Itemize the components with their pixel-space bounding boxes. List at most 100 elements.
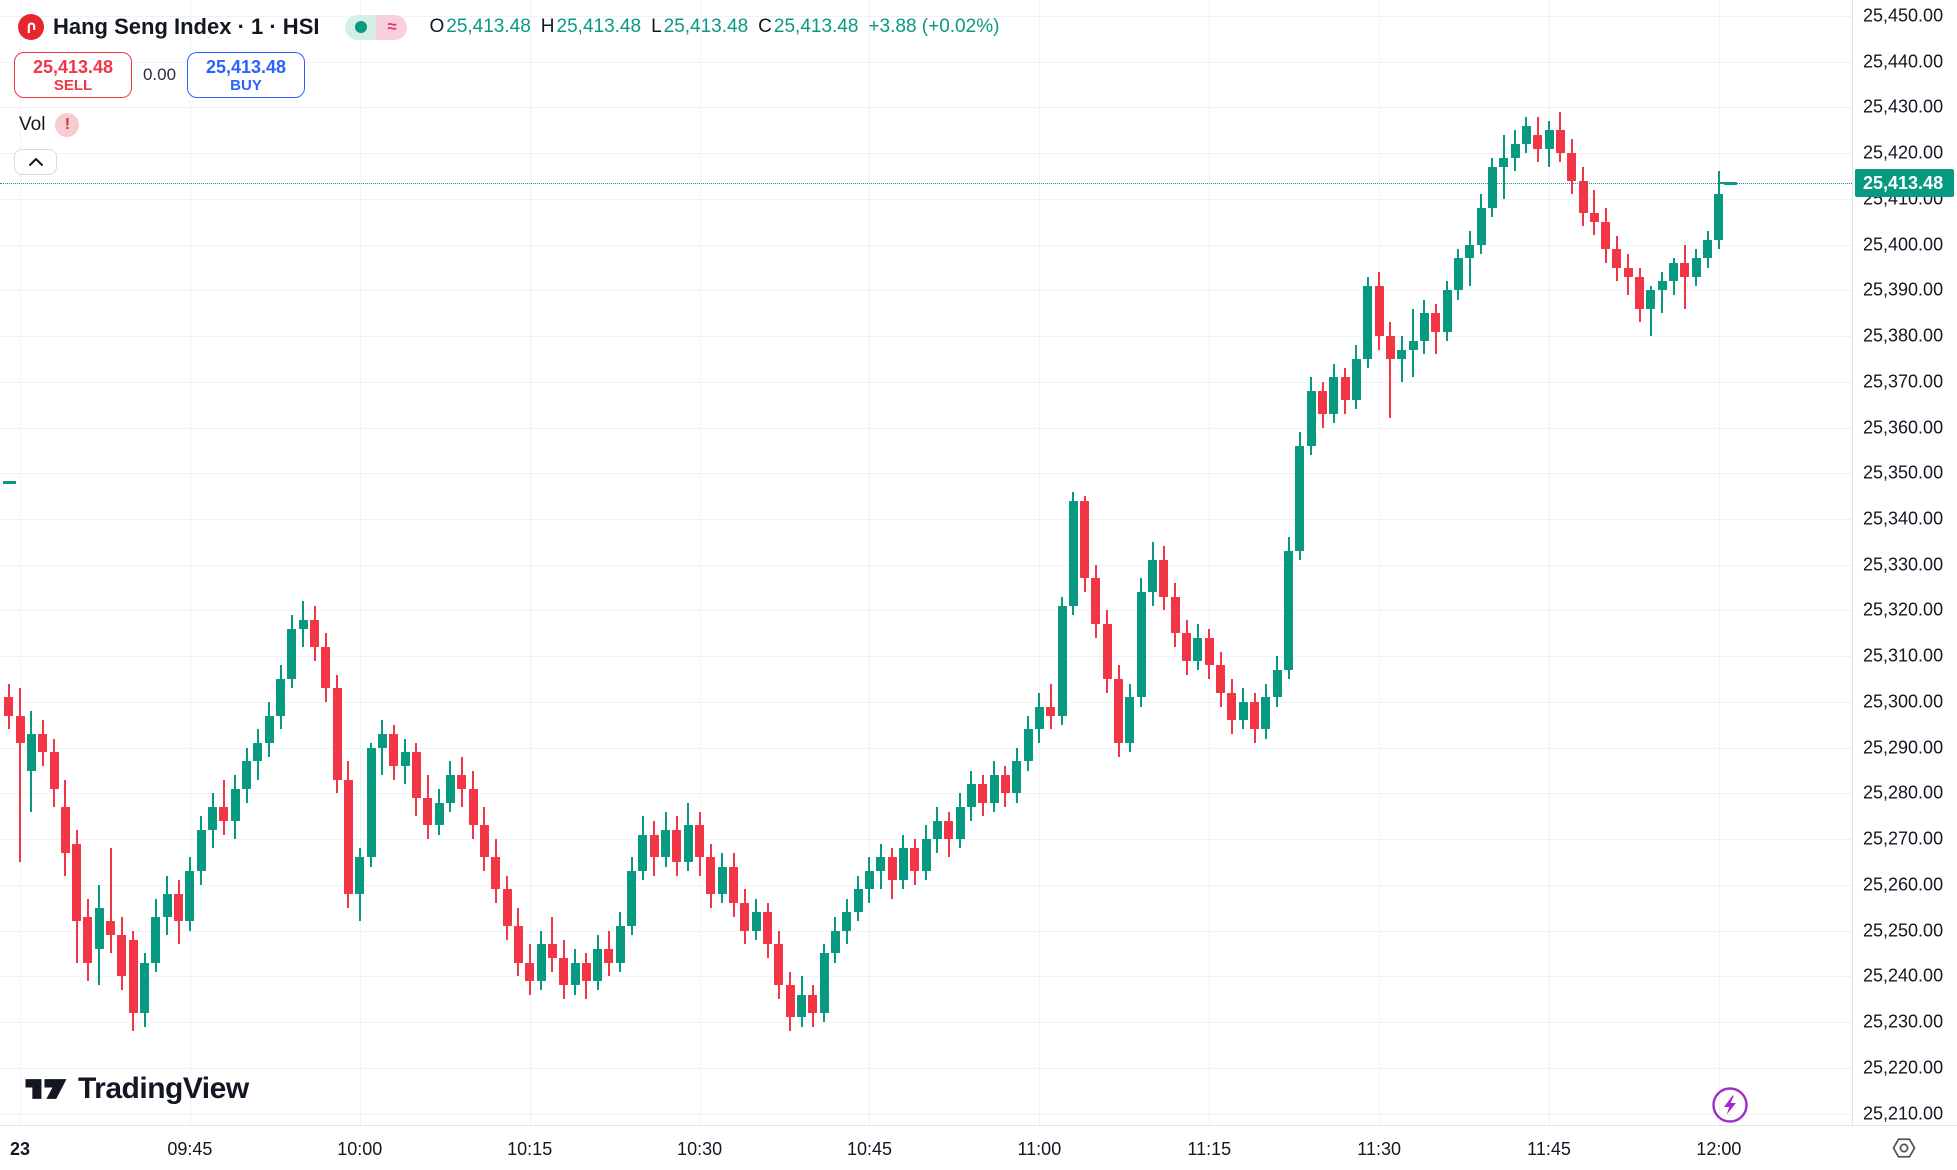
candle-09:32 <box>38 733 48 753</box>
spread-value: 0.00 <box>142 65 177 84</box>
candle-10:25 <box>638 834 648 872</box>
horizontal-gridline <box>0 473 1852 475</box>
candle-11:08 <box>1125 697 1135 744</box>
symbol-title[interactable]: Hang Seng Index · 1 · HSI <box>53 14 320 39</box>
candle-11:19 <box>1250 701 1260 730</box>
candle-10:53 <box>955 807 965 840</box>
left-edge-marker <box>3 480 16 484</box>
candle-10:32 <box>717 866 727 894</box>
price-axis-label: 25,450.00 <box>1863 5 1944 26</box>
candle-11:40 <box>1487 166 1497 209</box>
vertical-gridline <box>359 0 361 1125</box>
close-value: 25,413.48 <box>773 16 859 37</box>
candle-11:34 <box>1419 313 1429 341</box>
ohlc-readout: O 25,413.48 H 25,413.48 L 25,413.48 C 25… <box>429 16 999 38</box>
time-axis-label: 09:45 <box>167 1139 213 1159</box>
candle-wick <box>109 848 112 954</box>
candle-10:19 <box>570 962 580 986</box>
volume-indicator-legend[interactable]: Vol ! <box>19 113 80 137</box>
price-axis-label: 25,280.00 <box>1863 782 1944 803</box>
hang-seng-logo-glyph <box>27 22 35 33</box>
sell-button[interactable]: 25,413.48 SELL <box>14 52 132 98</box>
candle-09:56 <box>310 619 319 648</box>
candle-09:37 <box>94 907 104 949</box>
candle-11:51 <box>1612 249 1622 268</box>
sell-price: 25,413.48 <box>32 56 114 77</box>
price-axis-label: 25,310.00 <box>1863 645 1944 666</box>
price-axis[interactable]: 25,450.00 25,440.00 25,430.00 25,420.00 25,4… <box>1852 0 1957 1125</box>
price-axis-label: 25,390.00 <box>1863 279 1944 300</box>
price-axis-label: 25,350.00 <box>1863 462 1944 483</box>
horizontal-gridline <box>0 427 1852 429</box>
candle-11:53 <box>1635 276 1645 309</box>
candlestick-plot[interactable] <box>0 0 1852 1125</box>
approximate-data-icon[interactable]: ≈ <box>376 14 408 40</box>
candle-11:15 <box>1204 637 1214 666</box>
candle-09:52 <box>264 715 274 744</box>
volume-warning-icon[interactable]: ! <box>55 113 80 137</box>
time-axis-label: 10:00 <box>337 1139 383 1159</box>
candle-09:57 <box>321 647 331 689</box>
candle-11:09 <box>1136 592 1146 698</box>
horizontal-gridline <box>0 519 1852 521</box>
horizontal-gridline <box>0 610 1852 612</box>
time-axis-label: 11:00 <box>1017 1139 1062 1159</box>
axis-settings-icon[interactable] <box>1890 1134 1918 1162</box>
candle-11:48 <box>1578 180 1588 213</box>
open-value: 25,413.48 <box>446 16 531 37</box>
candle-11:58 <box>1691 258 1701 277</box>
candle-10:04 <box>400 752 410 766</box>
candle-09:29 <box>4 697 14 716</box>
lightning-bolt-icon[interactable] <box>1711 1086 1749 1124</box>
buy-button[interactable]: 25,413.48 BUY <box>187 52 305 98</box>
price-axis-label: 25,440.00 <box>1863 51 1944 72</box>
candle-11:47 <box>1567 153 1577 181</box>
candle-10:59 <box>1023 729 1033 762</box>
candle-11:44 <box>1533 134 1543 149</box>
candle-10:12 <box>491 857 501 890</box>
price-axis-label: 25,380.00 <box>1863 325 1944 346</box>
candle-09:36 <box>83 916 93 963</box>
candle-10:22 <box>604 948 614 963</box>
price-axis-label: 25,240.00 <box>1863 965 1944 986</box>
candle-11:01 <box>1046 706 1056 716</box>
price-axis-label: 25,420.00 <box>1863 142 1944 163</box>
candle-10:58 <box>1012 761 1022 794</box>
candle-11:39 <box>1476 208 1486 245</box>
candle-10:17 <box>547 944 557 959</box>
candle-10:18 <box>559 958 569 986</box>
price-axis-label: 25,260.00 <box>1863 874 1944 895</box>
instrument-logo[interactable] <box>18 14 44 40</box>
candle-10:50 <box>921 839 931 872</box>
vertical-gridline <box>189 0 191 1125</box>
open-label: O <box>429 16 445 37</box>
candle-11:21 <box>1272 669 1282 698</box>
candle-10:44 <box>853 889 863 913</box>
candle-10:56 <box>989 775 999 803</box>
candle-09:41 <box>140 962 150 1013</box>
vertical-gridline <box>1039 0 1041 1125</box>
vertical-gridline <box>1549 0 1551 1125</box>
time-axis-label: 11:30 <box>1357 1139 1401 1159</box>
price-axis-label: 25,210.00 <box>1863 1103 1944 1124</box>
time-axis-label: 10:15 <box>507 1139 553 1159</box>
buy-price: 25,413.48 <box>205 56 287 77</box>
horizontal-gridline <box>0 16 1852 17</box>
horizontal-gridline <box>0 198 1852 200</box>
candle-09:59 <box>343 779 353 894</box>
candle-10:43 <box>842 912 852 931</box>
candle-11:55 <box>1657 281 1667 291</box>
tradingview-watermark[interactable]: TradingView <box>24 1072 249 1106</box>
collapse-panel-button[interactable] <box>14 149 57 175</box>
time-axis[interactable]: 23 09:45 10:00 10:15 10:30 10:45 11:00 11:15 11:… <box>0 1125 1957 1170</box>
candle-11:16 <box>1216 665 1226 693</box>
candle-10:05 <box>411 752 421 798</box>
market-open-icon[interactable] <box>345 14 377 40</box>
time-axis-label: 11:15 <box>1187 1139 1232 1159</box>
candle-11:52 <box>1623 267 1633 277</box>
horizontal-gridline <box>0 976 1852 978</box>
candle-11:12 <box>1170 596 1180 634</box>
time-axis-label: 12:00 <box>1696 1139 1742 1159</box>
candle-10:09 <box>457 775 467 789</box>
candle-09:55 <box>298 619 308 629</box>
